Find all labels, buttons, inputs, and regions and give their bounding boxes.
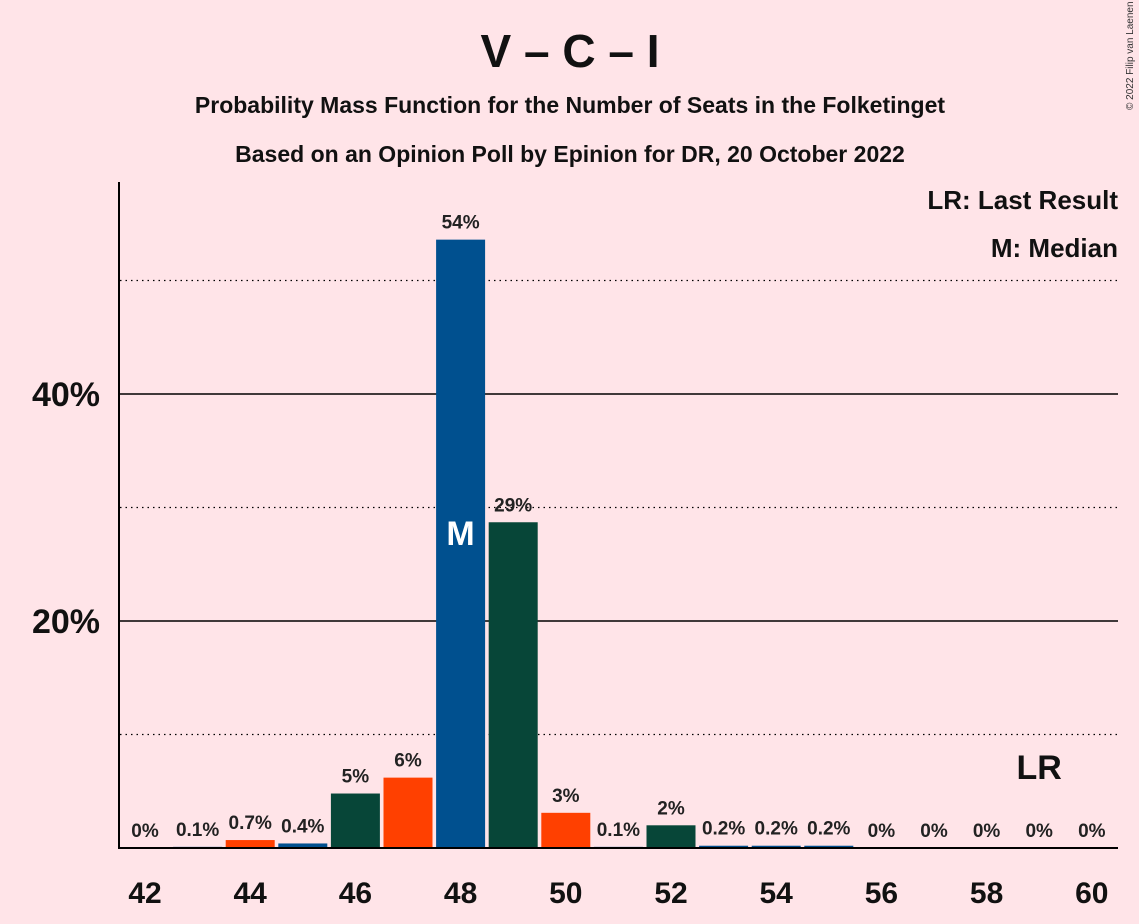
chart-title: V – C – I: [481, 25, 660, 77]
last-result-marker: LR: [1017, 749, 1062, 787]
value-label-53: 0.2%: [702, 819, 745, 840]
value-label-60: 0%: [1078, 821, 1106, 842]
value-label-51: 0.1%: [597, 820, 640, 841]
value-label-42: 0%: [131, 821, 159, 842]
bar-45: [278, 843, 328, 848]
bar-54: [751, 845, 801, 848]
value-label-55: 0.2%: [807, 819, 850, 840]
value-label-43: 0.1%: [176, 820, 219, 841]
x-tick-50: 50: [549, 877, 582, 910]
legend-last-result: LR: Last Result: [927, 185, 1118, 215]
x-tick-56: 56: [865, 877, 898, 910]
chart-subtitle: Probability Mass Function for the Number…: [195, 92, 945, 118]
x-tick-54: 54: [760, 877, 794, 910]
value-label-50: 3%: [552, 786, 580, 807]
value-label-47: 6%: [394, 751, 422, 772]
value-label-48: 54%: [442, 213, 480, 234]
value-label-57: 0%: [920, 821, 948, 842]
value-label-45: 0.4%: [281, 816, 324, 837]
y-tick-20: 20%: [32, 603, 100, 641]
y-tick-labels: 20% 40%: [32, 376, 100, 641]
x-tick-52: 52: [654, 877, 687, 910]
copyright-notice: © 2022 Filip van Laenen: [1125, 1, 1136, 110]
x-tick-48: 48: [444, 877, 477, 910]
x-tick-labels: 42 44 46 48 50 52 54 56 58 60: [128, 877, 1108, 910]
value-label-49: 29%: [494, 495, 532, 516]
legend-median: M: Median: [991, 233, 1118, 263]
bar-48: [436, 239, 486, 848]
value-labels: 0% 0.1% 0.7% 0.4% 5% 6% 54% 29% 3% 0.1% 2% 0.2% 0.2%…: [131, 213, 1105, 842]
median-marker: M: [446, 515, 474, 553]
bar-47: [383, 777, 433, 848]
value-label-54: 0.2%: [755, 819, 798, 840]
bar-46: [330, 793, 380, 848]
gridlines: [120, 279, 1118, 736]
x-tick-60: 60: [1075, 877, 1108, 910]
bar-52: [646, 825, 696, 848]
value-label-59: 0%: [1025, 821, 1053, 842]
bar-50: [541, 812, 591, 848]
chart-subtitle-source: Based on an Opinion Poll by Epinion for …: [235, 141, 905, 167]
x-tick-46: 46: [339, 877, 372, 910]
value-label-46: 5%: [342, 767, 370, 788]
value-label-58: 0%: [973, 821, 1001, 842]
value-label-56: 0%: [868, 821, 896, 842]
bar-49: [488, 522, 538, 848]
x-tick-42: 42: [128, 877, 161, 910]
value-label-44: 0.7%: [229, 813, 272, 834]
bar-53: [699, 845, 749, 848]
value-label-52: 2%: [657, 798, 685, 819]
x-tick-58: 58: [970, 877, 1003, 910]
bar-55: [804, 845, 854, 848]
bars: [173, 239, 854, 848]
x-tick-44: 44: [234, 877, 268, 910]
bar-44: [225, 840, 275, 848]
y-tick-40: 40%: [32, 376, 100, 414]
